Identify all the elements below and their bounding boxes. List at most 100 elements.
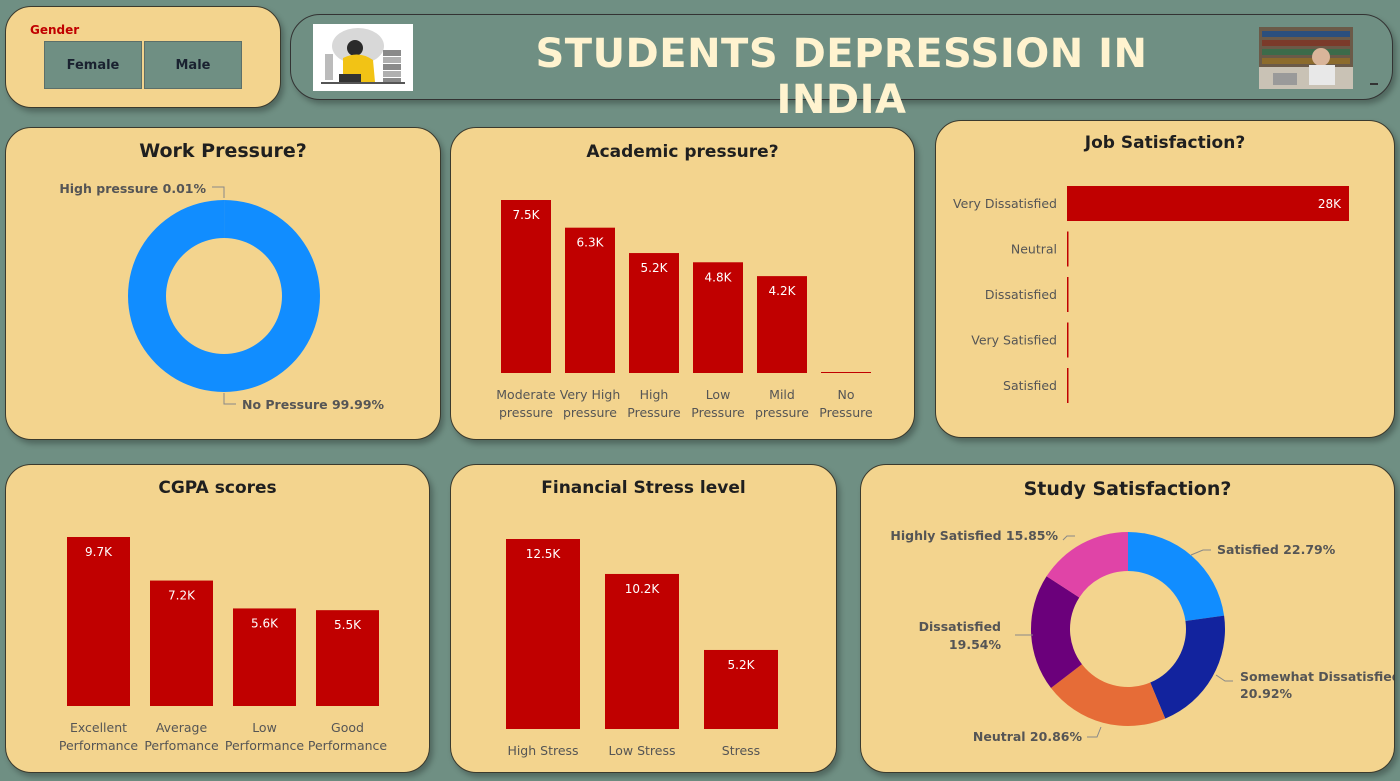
academic-category-label: Pressure [691,405,745,420]
academic-bar [821,372,871,373]
minimize-marker [1370,83,1378,85]
academic-bar [501,200,551,373]
study-satisfaction-card: Study Satisfaction? Satisfied 22.79% Some… [860,464,1395,773]
financial-stress-card: Financial Stress level 12.5K High Stress 1… [450,464,837,773]
study-satisfaction-leader-line [1215,674,1233,682]
study-satisfaction-leader-line [1190,549,1211,556]
library-photo-svg [1259,27,1353,89]
academic-data-label: 4.8K [705,270,733,284]
job-satisfaction-title: Job Satisfaction? [1084,133,1246,153]
work-pressure-card: Work Pressure? High pressure 0.01% No Pre… [5,127,441,440]
financial-bar [506,539,580,729]
job-satisfaction-bar [1067,322,1069,358]
job-satisfaction-category-label: Neutral [1011,242,1057,257]
financial-bar [704,649,778,729]
cgpa-data-label: 5.5K [334,618,362,632]
study-satisfaction-label-somewhat-dissatisfied: Somewhat Dissatisfied [1240,669,1394,684]
academic-pressure-chart: 7.5K Moderate pressure 6.3K Very High pressur… [496,200,873,420]
work-pressure-label-none: No Pressure 99.99% [242,397,385,412]
job-satisfaction-chart: Very Dissatisfied 28K Neutral Dissatisfied V… [953,186,1349,403]
work-pressure-chart: High pressure 0.01% No Pressure 99.99% [59,181,385,412]
job-satisfaction-category-label: Satisfied [1003,378,1057,393]
student-illustration [313,24,413,91]
study-satisfaction-slice [1150,615,1225,719]
academic-category-label: Very High [560,387,621,402]
job-satisfaction-category-label: Dissatisfied [985,287,1057,302]
library-photo [1259,27,1353,89]
study-satisfaction-leader-line [1062,535,1075,541]
slicer-label: Gender [30,23,80,37]
financial-data-label: 12.5K [526,547,562,561]
study-satisfaction-title: Study Satisfaction? [1023,478,1232,500]
work-pressure-slice [128,200,321,392]
study-satisfaction-label-neutral: Neutral 20.86% [973,729,1083,744]
cgpa-category-label: Perfomance [144,738,219,753]
cgpa-data-label: 9.7K [85,545,113,559]
cgpa-card: CGPA scores 9.7K Excellent Performance 7.2K… [5,464,430,773]
cgpa-category-label: Excellent [70,720,127,735]
financial-category-label: Low Stress [608,743,675,758]
student-illustration-svg [321,28,405,84]
academic-category-label: Moderate [496,387,556,402]
academic-category-label: Pressure [627,405,681,420]
work-pressure-leader-line [212,186,225,198]
financial-category-label: Stress [722,743,760,758]
job-satisfaction-data-label: 28K [1318,197,1342,211]
financial-data-label: 5.2K [728,658,756,672]
academic-pressure-title: Academic pressure? [586,142,779,162]
academic-category-label: Low [706,387,731,402]
cgpa-data-label: 5.6K [251,616,279,630]
academic-category-label: Mild [769,387,795,402]
cgpa-data-label: 7.2K [168,589,196,603]
study-satisfaction-chart: Satisfied 22.79% Somewhat Dissatisfied 20.… [890,528,1394,744]
study-satisfaction-label-dissatisfied-pct: 19.54% [949,637,1002,652]
academic-category-label: Pressure [819,405,873,420]
academic-data-label: 5.2K [641,261,669,275]
slicer-option-male[interactable]: Male [144,41,242,89]
cgpa-category-label: Low [252,720,277,735]
slicer-option-female[interactable]: Female [44,41,142,89]
study-satisfaction-slice [1128,532,1225,622]
cgpa-category-label: Average [156,720,208,735]
job-satisfaction-category-label: Very Dissatisfied [953,196,1057,211]
study-satisfaction-label-dissatisfied: Dissatisfied [919,619,1001,634]
cgpa-title: CGPA scores [158,478,277,498]
academic-data-label: 4.2K [769,284,797,298]
financial-stress-title: Financial Stress level [541,478,746,498]
academic-category-label: pressure [755,405,809,420]
job-satisfaction-bar [1067,231,1069,267]
study-satisfaction-label-somewhat-dissatisfied-pct: 20.92% [1240,686,1293,701]
cgpa-category-label: Good [331,720,364,735]
financial-bar [605,573,679,729]
work-pressure-leader-line [223,393,236,405]
academic-pressure-card: Academic pressure? 7.5K Moderate pressure 6… [450,127,915,440]
page-title: STUDENTS DEPRESSION IN INDIA [535,31,1148,123]
cgpa-category-label: Performance [225,738,305,753]
gender-slicer: Gender Female Male [5,6,281,108]
title-banner: STUDENTS DEPRESSION IN INDIA [290,14,1393,123]
academic-category-label: pressure [499,405,553,420]
job-satisfaction-bar [1067,277,1069,312]
academic-bar [693,262,743,373]
academic-category-label: High [640,387,669,402]
cgpa-category-label: Performance [59,738,139,753]
work-pressure-label-high: High pressure 0.01% [59,181,206,196]
cgpa-bar [233,608,296,706]
academic-data-label: 7.5K [513,208,541,222]
work-pressure-title: Work Pressure? [139,140,307,162]
academic-category-label: No [838,387,855,402]
cgpa-chart: 9.7K Excellent Performance 7.2K Average Perfo… [59,537,388,753]
study-satisfaction-label-satisfied: Satisfied 22.79% [1217,542,1336,557]
cgpa-bar [150,580,213,706]
study-satisfaction-slice [1046,532,1128,598]
job-satisfaction-category-label: Very Satisfied [971,333,1057,348]
job-satisfaction-card: Job Satisfaction? Very Dissatisfied 28K Ne… [935,120,1395,438]
cgpa-category-label: Performance [308,738,388,753]
cgpa-bar [67,537,130,706]
academic-data-label: 6.3K [577,236,605,250]
study-satisfaction-slice [1031,576,1082,688]
study-satisfaction-slice [1050,664,1166,726]
cgpa-bar [316,610,379,706]
academic-category-label: pressure [563,405,617,420]
financial-stress-chart: 12.5K High Stress 10.2K Low Stress 5.2K Stres… [506,539,778,758]
